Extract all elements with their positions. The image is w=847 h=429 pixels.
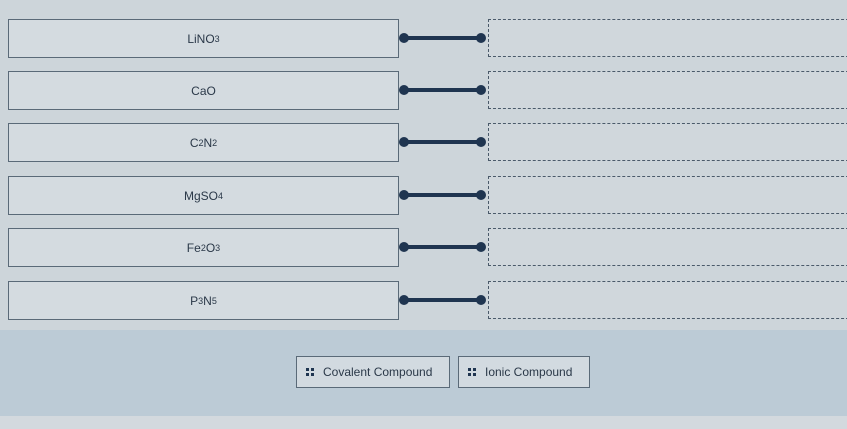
compound-term: CaO [8, 71, 399, 110]
formula-text: P [190, 293, 199, 308]
formula-subscript: 3 [215, 242, 221, 253]
connector-dot [399, 137, 409, 147]
drag-handle-icon [306, 368, 314, 376]
formula-text: N [203, 135, 213, 150]
formula-subscript: 2 [212, 137, 218, 148]
match-row: LiNO 3 [0, 19, 847, 58]
formula-subscript: 3 [214, 33, 220, 44]
connector-dot [476, 137, 486, 147]
drop-zone[interactable] [488, 176, 847, 214]
drop-zone[interactable] [488, 228, 847, 266]
match-row: Fe 2 O 3 [0, 228, 847, 267]
formula-text: C [189, 135, 199, 150]
connector-dot [399, 295, 409, 305]
drop-zone[interactable] [488, 19, 847, 57]
connector-dot [476, 85, 486, 95]
formula-text: N [203, 293, 212, 308]
formula-subscript: 3 [198, 295, 204, 306]
choice-label: Covalent Compound [323, 365, 433, 379]
compound-term: LiNO 3 [8, 19, 399, 58]
formula-text: MgSO [183, 188, 218, 203]
connector-line [404, 193, 480, 197]
connector-dot [476, 295, 486, 305]
match-row: CaO [0, 71, 847, 110]
formula-text: LiNO [187, 31, 215, 46]
connector-line [404, 36, 480, 40]
footer-strip [0, 416, 847, 429]
drop-zone[interactable] [488, 281, 847, 319]
connector-dot [476, 242, 486, 252]
connector-dot [476, 33, 486, 43]
formula-subscript: 2 [200, 242, 206, 253]
connector-dot [399, 190, 409, 200]
drop-zone[interactable] [488, 123, 847, 161]
drag-handle-icon [468, 368, 476, 376]
choice-ionic-compound[interactable]: Ionic Compound [458, 356, 590, 388]
formula-subscript: 5 [211, 295, 217, 306]
compound-term: MgSO 4 [8, 176, 399, 215]
drop-zone[interactable] [488, 71, 847, 109]
connector-line [404, 298, 480, 302]
connector-dot [476, 190, 486, 200]
formula-subscript: 4 [218, 190, 224, 201]
formula-subscript: 2 [198, 137, 204, 148]
connector-line [404, 88, 480, 92]
match-row: MgSO 4 [0, 176, 847, 215]
connector-dot [399, 242, 409, 252]
connector-line [404, 245, 480, 249]
formula-text: CaO [191, 83, 216, 98]
connector-dot [399, 33, 409, 43]
connector-dot [399, 85, 409, 95]
connector-line [404, 140, 480, 144]
choice-label: Ionic Compound [485, 365, 573, 379]
formula-text: O [205, 240, 216, 255]
formula-text: Fe [186, 240, 201, 255]
compound-term: Fe 2 O 3 [8, 228, 399, 267]
choice-covalent-compound[interactable]: Covalent Compound [296, 356, 450, 388]
